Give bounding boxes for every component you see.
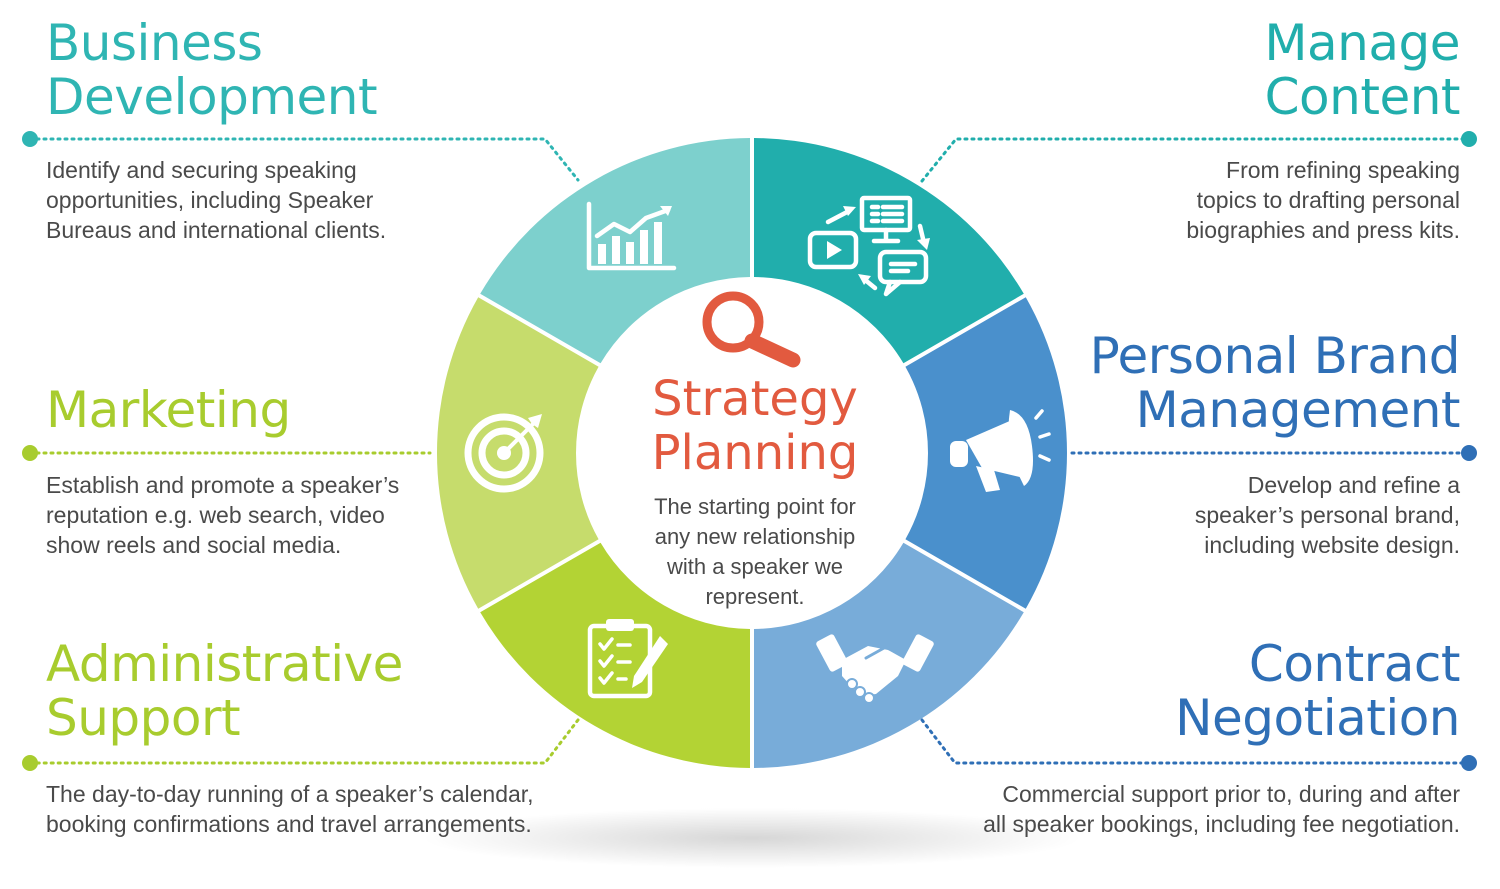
bar-chart-growth-icon: [586, 201, 677, 271]
description-line: booking confirmations and travel arrange…: [46, 811, 532, 837]
center-description-line: with a speaker we: [666, 554, 844, 579]
connector-dot-content: [1461, 131, 1477, 147]
megaphone-icon: [950, 409, 1051, 492]
description-line: The day-to-day running of a speaker’s ca…: [46, 781, 534, 807]
connector-dot-marketing: [22, 445, 38, 461]
description-line: including website design.: [1204, 532, 1460, 558]
clipboard-checklist-icon: [587, 619, 668, 699]
manage-content-title: Manage Content: [1264, 16, 1460, 124]
center-title-line: Strategy: [652, 371, 858, 427]
content-sharing-icon: [807, 195, 930, 297]
description-line: From refining speaking: [1226, 157, 1460, 183]
manage-content-description: From refining speaking topics to draftin…: [1186, 155, 1460, 245]
center-description-line: represent.: [705, 584, 805, 609]
connector-dot-brand: [1461, 445, 1477, 461]
title-line: Manage: [1264, 14, 1460, 72]
title-line: Marketing: [46, 381, 291, 439]
administrative-support-description: The day-to-day running of a speaker’s ca…: [46, 779, 534, 839]
title-line: Personal Brand: [1089, 327, 1461, 385]
contract-negotiation-description: Commercial support prior to, during and …: [983, 779, 1460, 839]
handshake-icon: [816, 634, 934, 704]
title-line: Administrative: [46, 635, 403, 693]
title-line: Support: [46, 689, 241, 747]
magnifying-glass-icon: [702, 291, 801, 368]
segment-marketing: [436, 297, 599, 609]
description-line: biographies and press kits.: [1186, 217, 1460, 243]
marketing-description: Establish and promote a speaker’s reputa…: [46, 470, 399, 560]
description-line: Bureaus and international clients.: [46, 217, 387, 243]
description-line: show reels and social media.: [46, 532, 342, 558]
strategy-planning-description: The starting point for any new relations…: [600, 492, 910, 612]
title-line: Negotiation: [1175, 689, 1460, 747]
title-line: Development: [46, 68, 378, 126]
description-line: speaker’s personal brand,: [1194, 502, 1460, 528]
title-line: Business: [46, 14, 263, 72]
center-title-line: Planning: [651, 425, 859, 481]
connector-dot-admin: [22, 755, 38, 771]
business-development-title: Business Development: [46, 14, 378, 126]
connector-line-admin: [28, 718, 580, 765]
marketing-title: Marketing: [46, 383, 291, 437]
description-line: opportunities, including Speaker: [46, 187, 374, 213]
strategy-planning-title: Strategy Planning: [600, 372, 910, 480]
personal-brand-management-description: Develop and refine a speaker’s personal …: [1195, 470, 1460, 560]
description-line: Develop and refine a: [1247, 472, 1460, 498]
segment-administrative-support: [480, 542, 751, 768]
administrative-support-title: Administrative Support: [46, 637, 403, 745]
center-description-line: any new relationship: [654, 524, 856, 549]
ring-shadow: [422, 808, 1082, 868]
description-line: Commercial support prior to, during and …: [1002, 781, 1460, 807]
description-line: reputation e.g. web search, video: [46, 502, 385, 528]
target-icon: [464, 413, 544, 493]
title-line: Content: [1264, 68, 1461, 126]
connector-dot-business: [22, 131, 38, 147]
description-line: topics to drafting personal: [1196, 187, 1460, 213]
connector-dot-contract: [1461, 755, 1477, 771]
title-line: Contract: [1248, 635, 1461, 693]
description-line: Establish and promote a speaker’s: [46, 472, 400, 498]
title-line: Management: [1135, 381, 1461, 439]
description-line: all speaker bookings, including fee nego…: [983, 811, 1460, 837]
business-development-description: Identify and securing speaking opportuni…: [46, 155, 386, 245]
contract-negotiation-title: Contract Negotiation: [1175, 637, 1460, 745]
center-description-line: The starting point for: [654, 494, 856, 519]
personal-brand-management-title: Personal Brand Management: [1089, 327, 1461, 439]
description-line: Identify and securing speaking: [46, 157, 357, 183]
